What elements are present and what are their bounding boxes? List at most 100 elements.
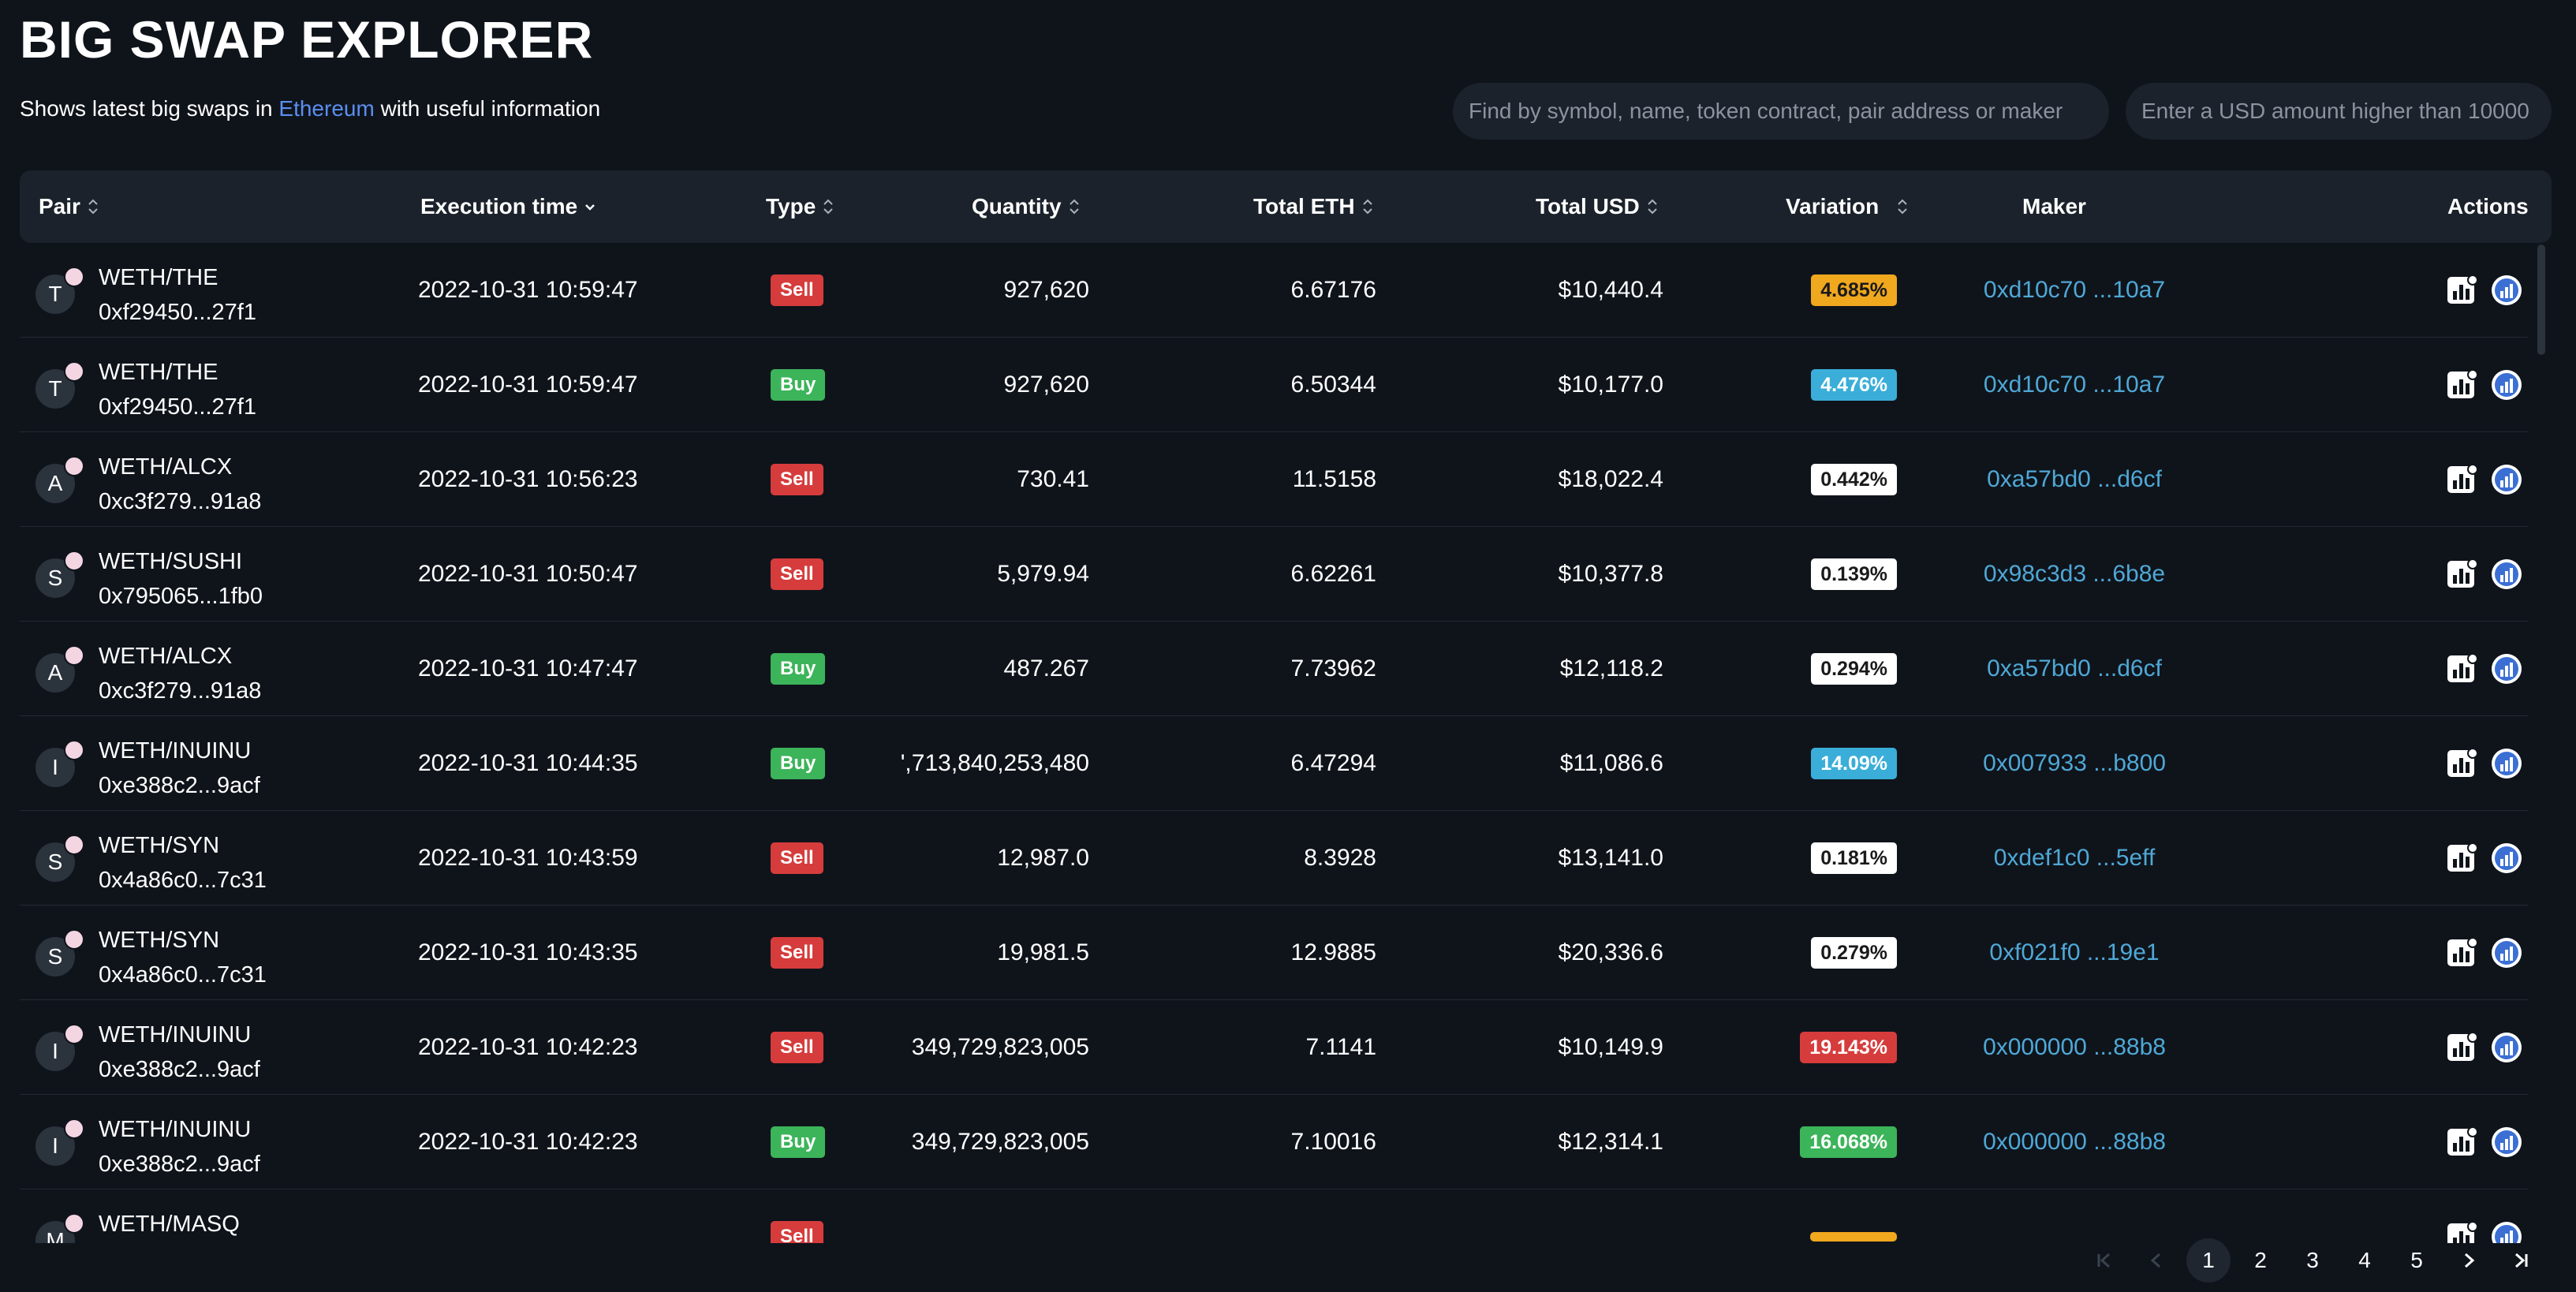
maker-link[interactable]: 0x000000 ...88b8 — [1983, 1034, 2166, 1060]
pair-address: 0xe388c2...9acf — [99, 773, 260, 798]
maker-cell — [1952, 1189, 2197, 1243]
quantity: 927,620 — [1003, 372, 1089, 398]
chart-icon[interactable] — [2446, 368, 2479, 401]
search-input[interactable] — [1453, 83, 2109, 140]
table-row[interactable]: T WETH/THE 0xf29450...27f1 2022-10-31 10:59… — [20, 243, 2528, 338]
variation-cell: 0.294% — [1739, 622, 1897, 716]
pair-cell[interactable]: WETH/INUINU 0xe388c2...9acf — [99, 734, 260, 803]
column-header-label: Maker — [2022, 194, 2086, 218]
maker-cell: 0xa57bd0 ...d6cf — [1952, 432, 2197, 527]
scrollbar-thumb[interactable] — [2537, 245, 2545, 355]
pair-cell[interactable]: WETH/SYN 0x4a86c0...7c31 — [99, 923, 267, 992]
chart-icon[interactable] — [2446, 936, 2479, 969]
column-header-type[interactable]: Type — [766, 170, 834, 243]
analytics-icon[interactable] — [2490, 274, 2523, 307]
column-header-pair[interactable]: Pair — [39, 170, 99, 243]
type-cell: Buy — [771, 622, 826, 716]
prev-page-button[interactable] — [2134, 1238, 2178, 1283]
table-row[interactable]: A WETH/ALCX 0xc3f279...91a8 2022-10-31 10:4… — [20, 622, 2528, 716]
analytics-icon[interactable] — [2490, 558, 2523, 591]
chart-icon[interactable] — [2446, 558, 2479, 591]
chart-icon[interactable] — [2446, 1220, 2479, 1243]
maker-link[interactable]: 0xdef1c0 ...5eff — [1993, 845, 2156, 871]
column-header-quantity[interactable]: Quantity — [972, 170, 1081, 243]
quantity — [895, 1189, 1089, 1243]
maker-link[interactable]: 0x98c3d3 ...6b8e — [1983, 561, 2166, 587]
page-button[interactable]: 1 — [2186, 1238, 2231, 1283]
pair-cell[interactable]: WETH/THE 0xf29450...27f1 — [99, 355, 256, 424]
execution-time: 2022-10-31 10:43:35 — [418, 939, 638, 965]
pair-cell[interactable]: WETH/ALCX 0xc3f279...91a8 — [99, 639, 261, 708]
column-header-label: Pair — [39, 194, 80, 218]
table-row[interactable]: T WETH/THE 0xf29450...27f1 2022-10-31 10:59… — [20, 338, 2528, 432]
maker-cell: 0x000000 ...88b8 — [1952, 1000, 2197, 1095]
pair-cell[interactable]: WETH/INUINU 0xe388c2...9acf — [99, 1112, 260, 1182]
total-usd: $13,141.0 — [1558, 845, 1663, 871]
chart-icon[interactable] — [2446, 463, 2479, 496]
total-eth: 11.5158 — [1292, 466, 1376, 492]
chevron-left-icon — [2150, 1253, 2160, 1268]
table-row[interactable]: S WETH/SUSHI 0x795065...1fb0 2022-10-31 10:… — [20, 527, 2528, 622]
last-page-button[interactable] — [2499, 1238, 2543, 1283]
chart-icon[interactable] — [2446, 1126, 2479, 1159]
type-badge: Buy — [771, 748, 826, 779]
table-row[interactable]: S WETH/SYN 0x4a86c0...7c31 2022-10-31 10:43… — [20, 906, 2528, 1000]
chart-icon[interactable] — [2446, 842, 2479, 875]
page-button[interactable]: 3 — [2306, 1248, 2319, 1272]
type-cell: Sell — [771, 527, 823, 622]
variation-badge: 14.09% — [1811, 748, 1897, 779]
analytics-icon[interactable] — [2490, 747, 2523, 780]
page-button[interactable]: 5 — [2410, 1248, 2423, 1272]
table-row[interactable]: I WETH/INUINU 0xe388c2...9acf 2022-10-31 10… — [20, 716, 2528, 811]
analytics-icon[interactable] — [2490, 1031, 2523, 1064]
maker-cell: 0x000000 ...88b8 — [1952, 1095, 2197, 1189]
page-title: BIG SWAP EXPLORER — [20, 10, 594, 69]
table-row[interactable]: M WETH/MASQ Sell — [20, 1189, 2528, 1243]
pair-cell[interactable]: WETH/INUINU 0xe388c2...9acf — [99, 1018, 260, 1087]
analytics-icon[interactable] — [2490, 1220, 2523, 1243]
pair-cell[interactable]: WETH/MASQ — [99, 1207, 240, 1242]
page-button[interactable]: 2 — [2254, 1248, 2267, 1272]
chart-icon[interactable] — [2446, 274, 2479, 307]
column-header-variation[interactable]: Variation — [1786, 170, 1909, 243]
pair-cell[interactable]: WETH/THE 0xf29450...27f1 — [99, 260, 256, 330]
column-header-total-usd[interactable]: Total USD — [1536, 170, 1659, 243]
maker-link[interactable]: 0xd10c70 ...10a7 — [1983, 277, 2166, 303]
column-header-execution-time[interactable]: Execution time — [420, 170, 596, 243]
next-page-button[interactable] — [2447, 1238, 2491, 1283]
table-row[interactable]: S WETH/SYN 0x4a86c0...7c31 2022-10-31 10:43… — [20, 811, 2528, 906]
maker-cell: 0xf021f0 ...19e1 — [1952, 906, 2197, 1000]
pair-cell[interactable]: WETH/SYN 0x4a86c0...7c31 — [99, 828, 267, 898]
analytics-icon[interactable] — [2490, 652, 2523, 685]
analytics-icon[interactable] — [2490, 368, 2523, 401]
pair-cell[interactable]: WETH/SUSHI 0x795065...1fb0 — [99, 544, 263, 614]
table-row[interactable]: I WETH/INUINU 0xe388c2...9acf 2022-10-31 10… — [20, 1000, 2528, 1095]
column-header-maker: Maker — [2022, 170, 2086, 243]
table-row[interactable]: I WETH/INUINU 0xe388c2...9acf 2022-10-31 10… — [20, 1095, 2528, 1189]
chain-link[interactable]: Ethereum — [278, 96, 375, 121]
page-button[interactable]: 4 — [2358, 1248, 2371, 1272]
first-page-button[interactable] — [2082, 1238, 2126, 1283]
chart-icon[interactable] — [2446, 652, 2479, 685]
type-cell: Sell — [771, 906, 823, 1000]
column-header-total-eth[interactable]: Total ETH — [1253, 170, 1374, 243]
maker-link[interactable]: 0x000000 ...88b8 — [1983, 1129, 2166, 1155]
analytics-icon[interactable] — [2490, 842, 2523, 875]
maker-link[interactable]: 0xa57bd0 ...d6cf — [1987, 655, 2162, 681]
maker-link[interactable]: 0x007933 ...b800 — [1983, 750, 2166, 776]
chart-icon[interactable] — [2446, 1031, 2479, 1064]
pair-cell[interactable]: WETH/ALCX 0xc3f279...91a8 — [99, 450, 261, 519]
total-usd: $10,149.9 — [1558, 1034, 1663, 1060]
analytics-icon[interactable] — [2490, 936, 2523, 969]
analytics-icon[interactable] — [2490, 463, 2523, 496]
maker-link[interactable]: 0xd10c70 ...10a7 — [1983, 372, 2166, 398]
sort-icon — [823, 199, 833, 215]
dex-badge-icon — [64, 1213, 84, 1234]
chart-icon[interactable] — [2446, 747, 2479, 780]
table-row[interactable]: A WETH/ALCX 0xc3f279...91a8 2022-10-31 10:5… — [20, 432, 2528, 527]
sort-icon — [1362, 199, 1372, 215]
usd-amount-input[interactable] — [2126, 83, 2552, 140]
maker-link[interactable]: 0xa57bd0 ...d6cf — [1987, 466, 2162, 492]
analytics-icon[interactable] — [2490, 1126, 2523, 1159]
maker-link[interactable]: 0xf021f0 ...19e1 — [1989, 939, 2160, 965]
